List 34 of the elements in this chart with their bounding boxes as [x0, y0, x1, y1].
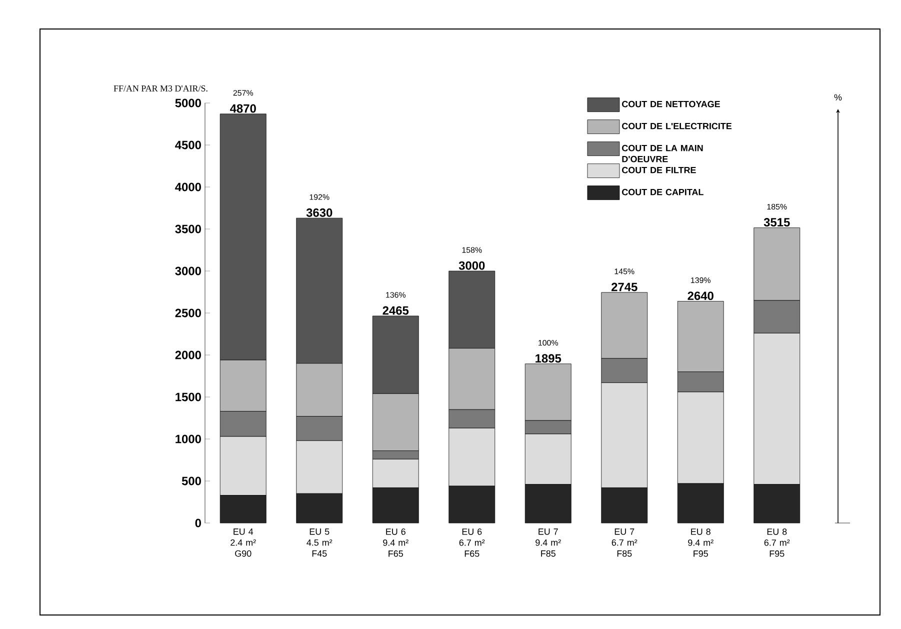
- total-label: 4870: [230, 104, 256, 113]
- legend-label: COUT DE FILTRE: [622, 166, 696, 174]
- x-tick-label: EU 8 6.7 m² F95: [764, 528, 790, 557]
- y-tick-label: 0: [195, 518, 201, 528]
- legend-label: COUT DE CAPITAL: [622, 188, 704, 196]
- total-label: 1895: [536, 354, 562, 363]
- legend-label: COUT DE NETTOYAGE: [622, 100, 720, 108]
- y-tick-label: 2500: [175, 308, 201, 318]
- legend-label: COUT DE L'ELECTRICITE: [622, 122, 732, 130]
- total-label: 3630: [306, 208, 332, 217]
- x-tick-label: EU 6 6.7 m² F65: [459, 528, 485, 557]
- y-axis-title: FF/AN PAR M3 D'AIR/S.: [114, 85, 208, 92]
- total-label: 3515: [764, 218, 790, 227]
- x-tick-label: EU 7 6.7 m² F85: [612, 528, 638, 557]
- y-tick-label: 5000: [175, 98, 201, 108]
- legend-label: COUT DE LA MAIN D'OEUVRE: [622, 144, 703, 162]
- y-tick-label: 1500: [176, 392, 201, 402]
- y-tick-label: 500: [182, 476, 201, 486]
- x-tick-label: EU 8 9.4 m² F95: [688, 528, 714, 557]
- total-label: 2640: [688, 292, 714, 300]
- y-tick-label: 1000: [176, 434, 201, 444]
- y-tick-label: 2000: [175, 350, 201, 360]
- y-tick-label: 3500: [175, 224, 201, 234]
- total-label: 2465: [382, 306, 409, 315]
- y-tick-label: 3000: [175, 266, 201, 276]
- y-tick-label: 4000: [175, 182, 201, 192]
- x-tick-label: EU 4 2.4 m² G90: [230, 528, 256, 557]
- total-label: 2745: [612, 282, 638, 292]
- y-tick-label: 4500: [175, 140, 201, 150]
- x-tick-label: EU 5 4.5 m² F45: [306, 528, 332, 557]
- x-tick-label: EU 6 9.4 m² F65: [383, 528, 408, 557]
- total-label: 3000: [458, 261, 485, 270]
- x-tick-label: EU 7 9.4 m² F85: [536, 528, 561, 557]
- text: %: [834, 94, 842, 100]
